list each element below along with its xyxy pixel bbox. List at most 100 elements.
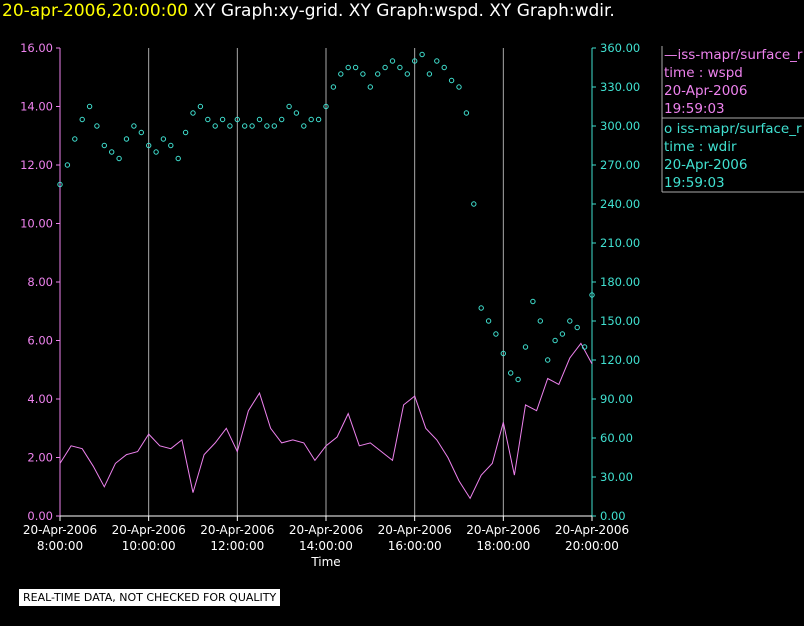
wdir-data-point — [64, 162, 71, 168]
legend-series-var: time : wspd — [664, 65, 743, 81]
wdir-data-point — [389, 58, 396, 64]
x-tick-label-date: 20-Apr-2006 — [466, 523, 540, 537]
right-tick-label: 60.00 — [600, 431, 633, 445]
wdir-data-point — [567, 318, 573, 324]
wspd-series-line — [59, 342, 593, 500]
legend-series-date: 20-Apr-2006 — [664, 157, 748, 173]
x-tick-label-time: 20:00:00 — [565, 539, 619, 553]
wdir-data-point — [315, 116, 322, 123]
wdir-data-point — [537, 318, 543, 324]
wdir-data-point — [508, 370, 514, 376]
wdir-data-point — [271, 123, 277, 129]
wdir-data-point — [182, 129, 189, 136]
left-tick-label: 6.00 — [27, 334, 53, 348]
wdir-data-point — [219, 116, 226, 123]
wdir-data-point — [397, 64, 403, 71]
chart-title: 20-apr-2006,20:00:00 XY Graph:xy-grid. X… — [2, 1, 615, 21]
right-tick-label: 180.00 — [600, 275, 640, 289]
x-tick-label-date: 20-Apr-2006 — [555, 523, 629, 537]
wdir-data-point — [72, 136, 78, 142]
wdir-data-point — [559, 331, 566, 337]
wdir-data-point — [57, 181, 63, 188]
wdir-data-point — [264, 123, 270, 129]
wdir-data-point — [205, 116, 211, 123]
wdir-data-point — [175, 155, 181, 162]
wdir-data-point — [86, 103, 93, 110]
wdir-data-point — [515, 376, 521, 383]
legend-circle-marker: o — [664, 121, 677, 137]
left-tick-label: 0.00 — [27, 509, 53, 523]
wdir-data-point — [367, 84, 373, 90]
legend-entry-wdir: o iss-mapr/surface_r time : wdir 20-Apr-… — [664, 120, 804, 192]
x-tick-label-date: 20-Apr-2006 — [378, 523, 452, 537]
x-tick-label-time: 12:00:00 — [210, 539, 264, 553]
wdir-data-point — [382, 64, 388, 71]
right-tick-label: 300.00 — [600, 119, 640, 133]
wdir-data-point — [448, 77, 455, 84]
wdir-data-point — [589, 292, 595, 298]
left-tick-label: 10.00 — [20, 217, 53, 231]
title-graph-list: XY Graph:xy-grid. XY Graph:wspd. XY Grap… — [193, 1, 615, 21]
wdir-data-point — [471, 201, 477, 207]
wdir-data-point — [227, 123, 233, 129]
legend-entry-wspd: —iss-mapr/surface_r time : wspd 20-Apr-2… — [664, 46, 804, 118]
right-tick-label: 0.00 — [600, 509, 626, 523]
left-tick-label: 2.00 — [27, 451, 53, 465]
wdir-data-point — [500, 350, 506, 357]
wdir-data-point — [552, 337, 558, 344]
wdir-data-point — [116, 155, 122, 162]
wdir-data-point — [153, 149, 159, 155]
wdir-data-point — [330, 84, 337, 90]
x-tick-label-date: 20-Apr-2006 — [112, 523, 186, 537]
wdir-data-point — [146, 142, 152, 149]
wdir-data-point — [545, 357, 551, 363]
wdir-data-point — [131, 123, 137, 129]
wdir-data-point — [286, 103, 292, 110]
legend-series-time: 19:59:03 — [664, 175, 725, 191]
wdir-data-point — [581, 344, 588, 350]
right-tick-label: 90.00 — [600, 392, 633, 406]
x-tick-label-time: 14:00:00 — [299, 539, 353, 553]
wdir-data-point — [249, 123, 255, 129]
legend-series-name: iss-mapr/surface_r — [677, 47, 803, 63]
wdir-data-point — [234, 116, 241, 123]
x-tick-label-date: 20-Apr-2006 — [23, 523, 97, 537]
wdir-data-point — [138, 129, 145, 136]
wdir-data-point — [574, 324, 580, 331]
wdir-data-point — [323, 103, 329, 110]
right-tick-label: 30.00 — [600, 470, 633, 484]
wdir-data-point — [345, 64, 351, 71]
left-tick-label: 12.00 — [20, 158, 53, 172]
right-tick-label: 360.00 — [600, 41, 640, 55]
wdir-data-point — [441, 64, 447, 71]
right-tick-label: 210.00 — [600, 236, 640, 250]
wdir-data-point — [242, 123, 248, 129]
right-tick-label: 270.00 — [600, 158, 640, 172]
wdir-data-point — [522, 344, 529, 350]
x-tick-label-date: 20-Apr-2006 — [289, 523, 363, 537]
wdir-data-point — [463, 110, 470, 116]
wdir-data-point — [123, 136, 130, 142]
right-tick-label: 120.00 — [600, 353, 640, 367]
legend-series-var: time : wdir — [664, 139, 737, 155]
wdir-data-point — [168, 142, 174, 149]
wdir-data-point — [256, 116, 263, 123]
wdir-data-point — [197, 103, 204, 110]
right-tick-label: 150.00 — [600, 314, 640, 328]
wdir-data-point — [478, 305, 484, 311]
wdir-data-point — [190, 110, 196, 116]
x-tick-label-time: 10:00:00 — [122, 539, 176, 553]
wdir-data-point — [375, 71, 381, 77]
legend-series-time: 19:59:03 — [664, 101, 725, 117]
x-tick-label-time: 16:00:00 — [388, 539, 442, 553]
wdir-data-point — [493, 331, 499, 337]
wdir-data-point — [412, 58, 418, 64]
wdir-data-point — [434, 58, 440, 64]
right-tick-label: 240.00 — [600, 197, 640, 211]
left-tick-label: 16.00 — [20, 41, 53, 55]
wdir-data-point — [109, 149, 115, 155]
wdir-data-point — [485, 318, 492, 324]
legend-line-marker: — — [664, 47, 678, 63]
legend-series-date: 20-Apr-2006 — [664, 83, 748, 99]
